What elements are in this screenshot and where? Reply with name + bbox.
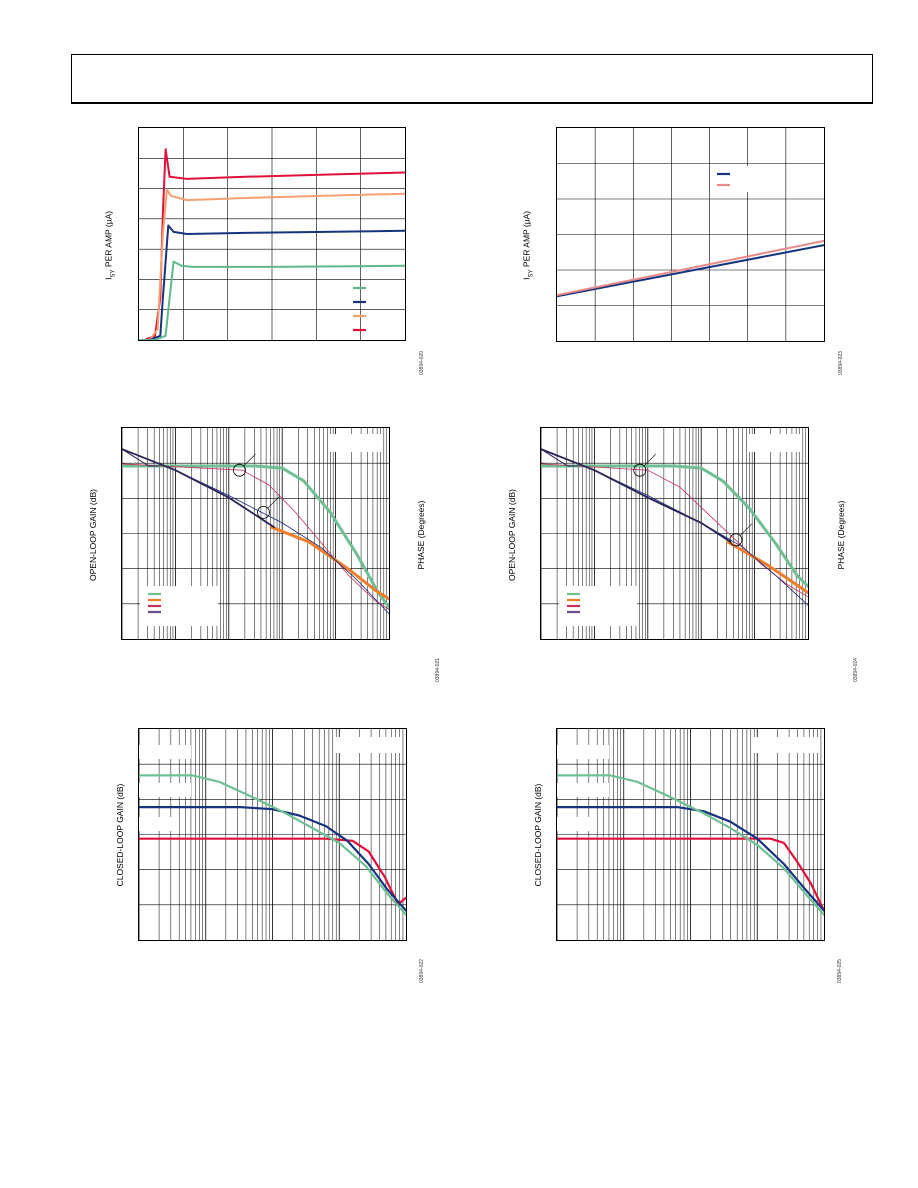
fig5-y-axis-label: CLOSED-LOOP GAIN (dB): [115, 783, 125, 887]
fig3-id: 03894-021: [435, 658, 441, 682]
fig2-series-0: [557, 244, 824, 298]
annotation-box: [557, 817, 597, 831]
open-loop-gain-phase-chart-2: [540, 427, 809, 640]
fig1-svg: [139, 128, 405, 340]
fig6-series-2: [557, 774, 824, 916]
annotation-box: [139, 783, 191, 797]
fig4-series-5: [541, 448, 579, 467]
fig5-id: 03894-022: [419, 959, 425, 983]
fig4-marker-leader-0: [643, 453, 657, 467]
fig3-marker-leader-0: [243, 453, 256, 467]
fig4-y2-axis-label: PHASE (Degrees): [836, 500, 846, 570]
fig1-id: 03894-020: [419, 351, 425, 375]
fig5-series-2: [139, 774, 406, 916]
fig3-marker-leader-1: [267, 496, 280, 509]
fig1-series-3: [139, 260, 405, 340]
fig3-series-1: [122, 463, 389, 610]
fig4-id: 03894-024: [853, 658, 859, 682]
fig4-svg: [541, 428, 808, 639]
supply-current-vs-time-chart: [138, 127, 406, 341]
fig3-series-2: [270, 525, 389, 601]
page-header-frame: [71, 54, 873, 104]
fig4-series-1: [541, 463, 808, 598]
fig2-svg: [557, 128, 824, 341]
fig6-id: 03894-025: [837, 959, 843, 983]
annotation-box: [139, 745, 191, 759]
annotation-box: [752, 737, 820, 753]
closed-loop-gain-chart-2: [556, 728, 825, 941]
annotation-box: [334, 737, 402, 753]
fig3-svg: [122, 428, 389, 639]
fig4-series-4: [541, 448, 732, 543]
annotation-box: [748, 434, 802, 452]
fig3-series-4: [122, 448, 276, 529]
fig5-svg: [139, 729, 406, 940]
fig3-marker-0: [233, 463, 246, 477]
fig4-marker-1: [729, 533, 743, 547]
supply-current-vs-voltage-chart: [556, 127, 825, 342]
fig1-series-1: [139, 188, 405, 340]
fig4-series-0: [541, 464, 808, 588]
annotation-box: [557, 783, 609, 797]
fig6-svg: [557, 729, 824, 940]
fig2-y-axis-label: ISY PER AMP (µA): [521, 210, 535, 280]
closed-loop-gain-chart-1: [138, 728, 407, 941]
fig5-series-1: [139, 806, 406, 912]
open-loop-gain-phase-chart-1: [121, 427, 390, 640]
fig6-series-0: [557, 837, 824, 912]
annotation-box: [329, 434, 383, 452]
fig3-series-0: [122, 464, 389, 609]
fig3-y-axis-label: OPEN-LOOP GAIN (dB): [88, 489, 98, 581]
fig4-series-2: [726, 540, 808, 595]
fig3-marker-1: [257, 506, 270, 519]
fig2-series-1: [557, 239, 824, 297]
legend-box: [712, 166, 782, 192]
fig4-series-3: [541, 448, 808, 606]
annotation-box: [139, 817, 179, 831]
fig6-y-axis-label: CLOSED-LOOP GAIN (dB): [533, 783, 543, 887]
fig3-y2-axis-label: PHASE (Degrees): [416, 500, 426, 570]
fig4-marker-leader-1: [739, 523, 753, 537]
fig2-id: 03894-023: [838, 351, 844, 375]
fig1-y-axis-label: ISY PER AMP (µA): [103, 210, 117, 280]
fig1-series-2: [139, 224, 405, 340]
fig4-marker-0: [633, 463, 647, 477]
annotation-box: [557, 745, 609, 759]
fig6-series-1: [557, 806, 824, 912]
fig3-series-5: [122, 448, 160, 467]
fig4-y-axis-label: OPEN-LOOP GAIN (dB): [507, 489, 517, 581]
